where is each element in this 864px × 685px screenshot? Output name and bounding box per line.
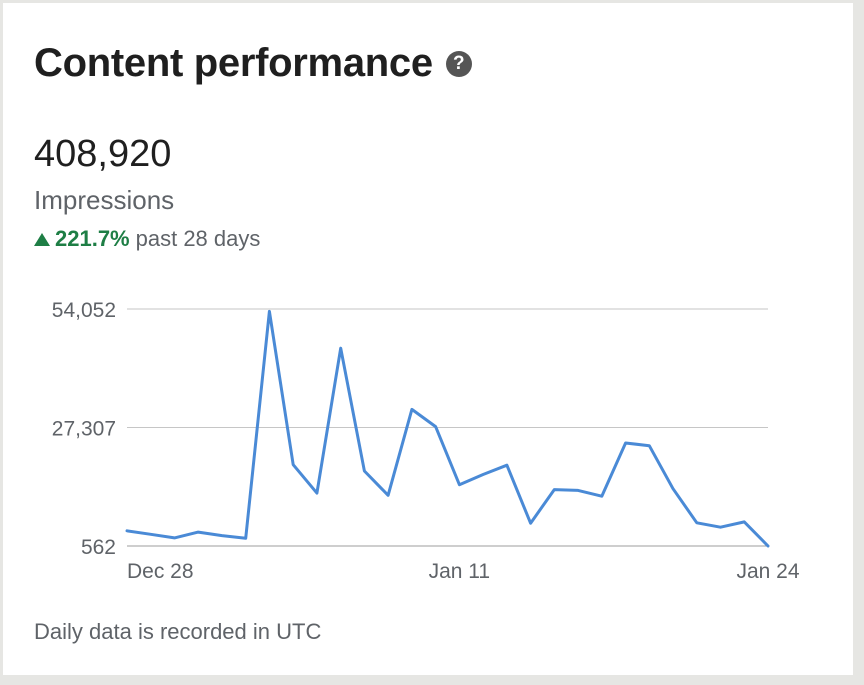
y-tick-label: 54,052 xyxy=(52,299,116,322)
content-performance-card: Content performance ? 408,920 Impression… xyxy=(3,3,853,675)
help-circle-icon[interactable]: ? xyxy=(445,50,472,77)
x-tick-label: Jan 11 xyxy=(429,560,491,583)
change-period: past 28 days xyxy=(135,226,261,251)
impressions-label: Impressions xyxy=(34,185,175,215)
card-title: Content performance xyxy=(34,41,433,85)
impressions-value: 408,920 xyxy=(34,133,172,175)
x-tick-label: Dec 28 xyxy=(127,560,194,583)
x-tick-label: Jan 24 xyxy=(736,560,799,583)
triangle-up-icon xyxy=(34,232,50,246)
y-tick-label: 562 xyxy=(81,536,116,559)
y-tick-label: 27,307 xyxy=(52,418,116,441)
title-row: Content performance ? xyxy=(34,41,472,86)
series-line xyxy=(125,309,770,548)
change-value: 221.7% xyxy=(55,226,130,251)
change-row: 221.7% past 28 days xyxy=(34,226,260,252)
footnote: Daily data is recorded in UTC xyxy=(34,619,322,644)
